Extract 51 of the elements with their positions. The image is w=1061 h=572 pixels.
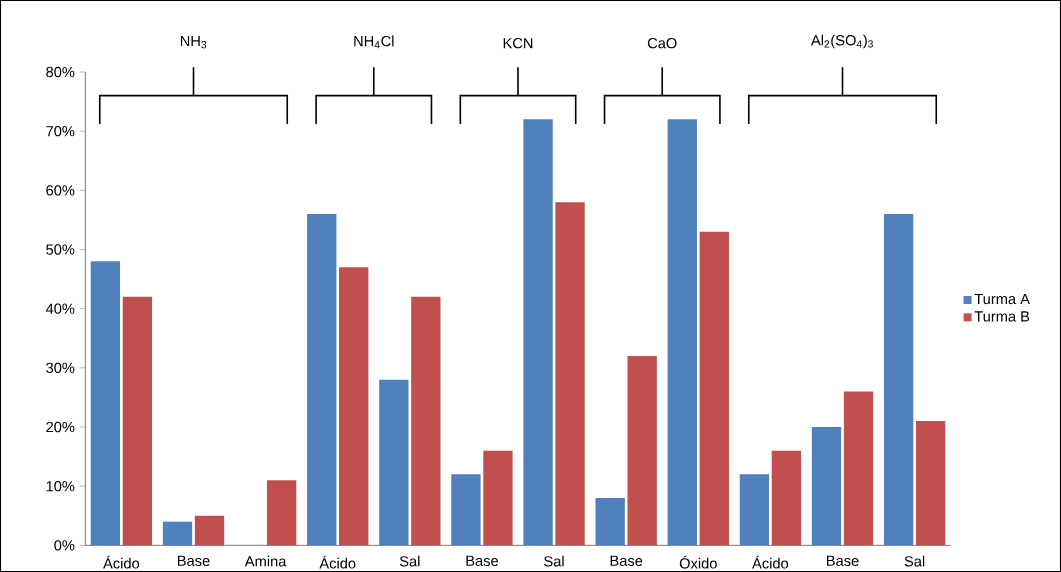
bar [339, 267, 369, 546]
y-tick-label: 80% [46, 66, 75, 78]
y-tick-label: 40% [45, 303, 75, 314]
bar [699, 231, 729, 546]
bar [883, 214, 914, 546]
bar [843, 391, 874, 546]
x-tick-label: Base [827, 555, 859, 566]
legend-label: Turma B [974, 311, 1030, 322]
x-tick-label: Ácido [103, 555, 140, 569]
y-tick-label: 70% [46, 126, 75, 137]
text: CaO [647, 37, 677, 49]
x-tick-label: Óxido [679, 555, 717, 569]
y-tick-label: 0% [54, 540, 75, 551]
bar [523, 119, 553, 546]
x-tick-label: Ácido [319, 555, 356, 569]
y-tick-label: 10% [46, 480, 75, 492]
y-tick-label: 60% [46, 185, 75, 196]
bar [483, 450, 513, 546]
bar [90, 261, 121, 546]
x-tick-label: Sal [544, 555, 564, 567]
y-tick-label: 50% [46, 244, 75, 255]
bar [667, 119, 697, 546]
bar [162, 521, 193, 546]
x-tick-label: Base [178, 555, 210, 566]
bar [739, 474, 770, 546]
bar [627, 356, 657, 546]
bar [411, 296, 441, 546]
y-tick-label: 20% [46, 421, 75, 433]
bar [915, 421, 946, 546]
bar [194, 515, 225, 546]
x-tick-label: Sal [399, 555, 420, 567]
text: NH$_{3}$ [180, 35, 207, 49]
legend-label: Turma A [974, 293, 1030, 305]
bar [379, 379, 409, 546]
bar [122, 296, 153, 546]
bar [771, 450, 802, 546]
bar [266, 480, 297, 546]
text: NH$_{4}$Cl [354, 35, 394, 49]
bar [555, 202, 585, 546]
x-tick-label: Sal [904, 555, 925, 567]
x-tick-label: Base [466, 555, 499, 566]
bar [595, 498, 625, 546]
bar [811, 427, 842, 546]
x-tick-label: Amina [244, 555, 287, 567]
y-tick-label: 30% [46, 362, 75, 374]
text: KCN [503, 37, 533, 49]
x-tick-label: Ácido [752, 555, 789, 569]
x-tick-label: Base [610, 555, 643, 566]
bar [451, 474, 481, 546]
bar [307, 214, 337, 546]
text: Al$_{2}$(SO$_{4}$)$_{3}$ [810, 34, 873, 49]
